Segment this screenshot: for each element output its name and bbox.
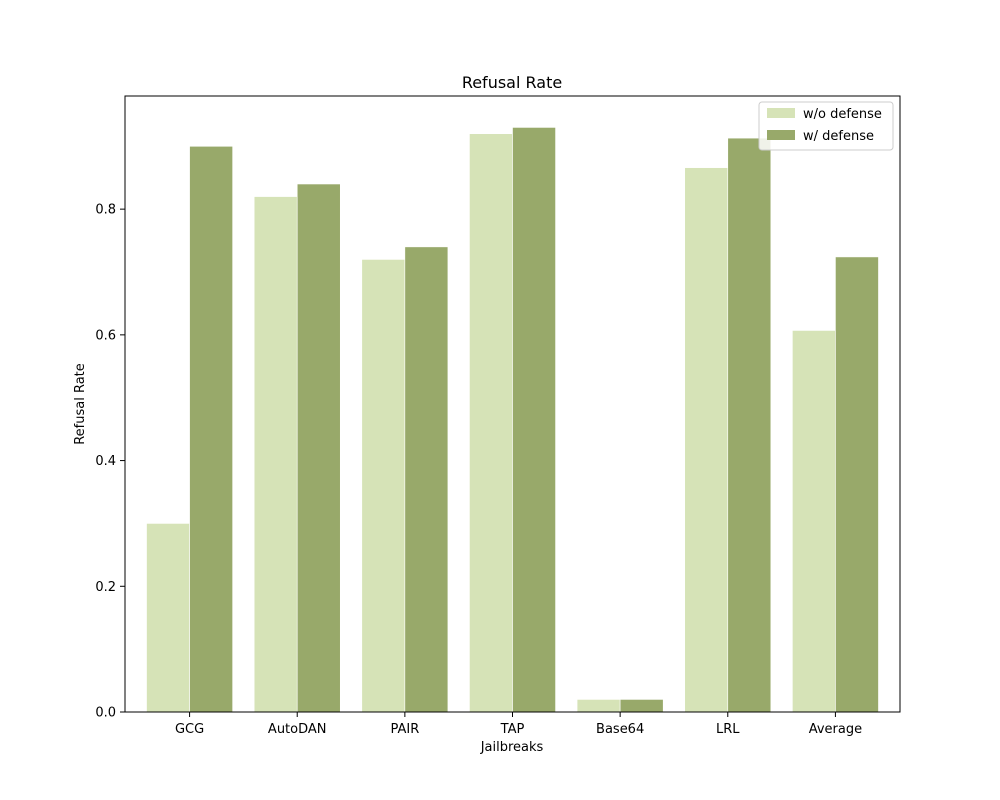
bar-without-defense-base64 [576,699,621,713]
bar-with-defense-gcg [189,145,233,713]
x-tick-label: GCG [175,722,204,737]
x-tick-label: PAIR [390,722,419,737]
y-tick-label: 0.6 [95,328,116,343]
bar-with-defense-lrl [727,137,772,713]
bars-layer [146,127,879,713]
x-tick-label: AutoDAN [268,722,327,737]
bar-without-defense-pair [361,259,406,713]
y-tick-label: 0.2 [95,580,116,595]
y-axis-label: Refusal Rate [73,363,88,445]
x-axis-label: Jailbreaks [480,740,544,755]
bar-with-defense-pair [404,246,449,713]
bar-with-defense-base64 [619,699,664,713]
legend-label: w/o defense [803,107,882,122]
x-tick-label: Base64 [596,722,644,737]
x-tick-label: TAP [500,722,525,737]
bar-without-defense-lrl [684,167,729,713]
bar-with-defense-autodan [296,183,341,713]
chart-title: Refusal Rate [462,73,562,92]
y-tick-label: 0.8 [95,203,116,218]
x-tick-label: Average [809,722,862,737]
x-tick-label: LRL [716,722,740,737]
x-axis: GCG AutoDAN PAIR TAP Base64 LRL Average [175,712,862,737]
bar-without-defense-tap [469,133,513,713]
y-axis: 0.0 0.2 0.4 0.6 0.8 [95,203,125,721]
legend: w/o defense w/ defense [758,101,894,151]
bar-without-defense-autodan [253,196,298,713]
bar-with-defense-average [835,256,879,713]
y-tick-label: 0.0 [95,706,116,721]
legend-swatch [767,130,795,140]
bar-with-defense-tap [512,127,556,713]
legend-label: w/ defense [803,129,874,144]
legend-swatch [767,108,795,118]
bar-without-defense-average [792,330,836,713]
bar-without-defense-gcg [146,523,190,713]
y-tick-label: 0.4 [95,454,116,469]
